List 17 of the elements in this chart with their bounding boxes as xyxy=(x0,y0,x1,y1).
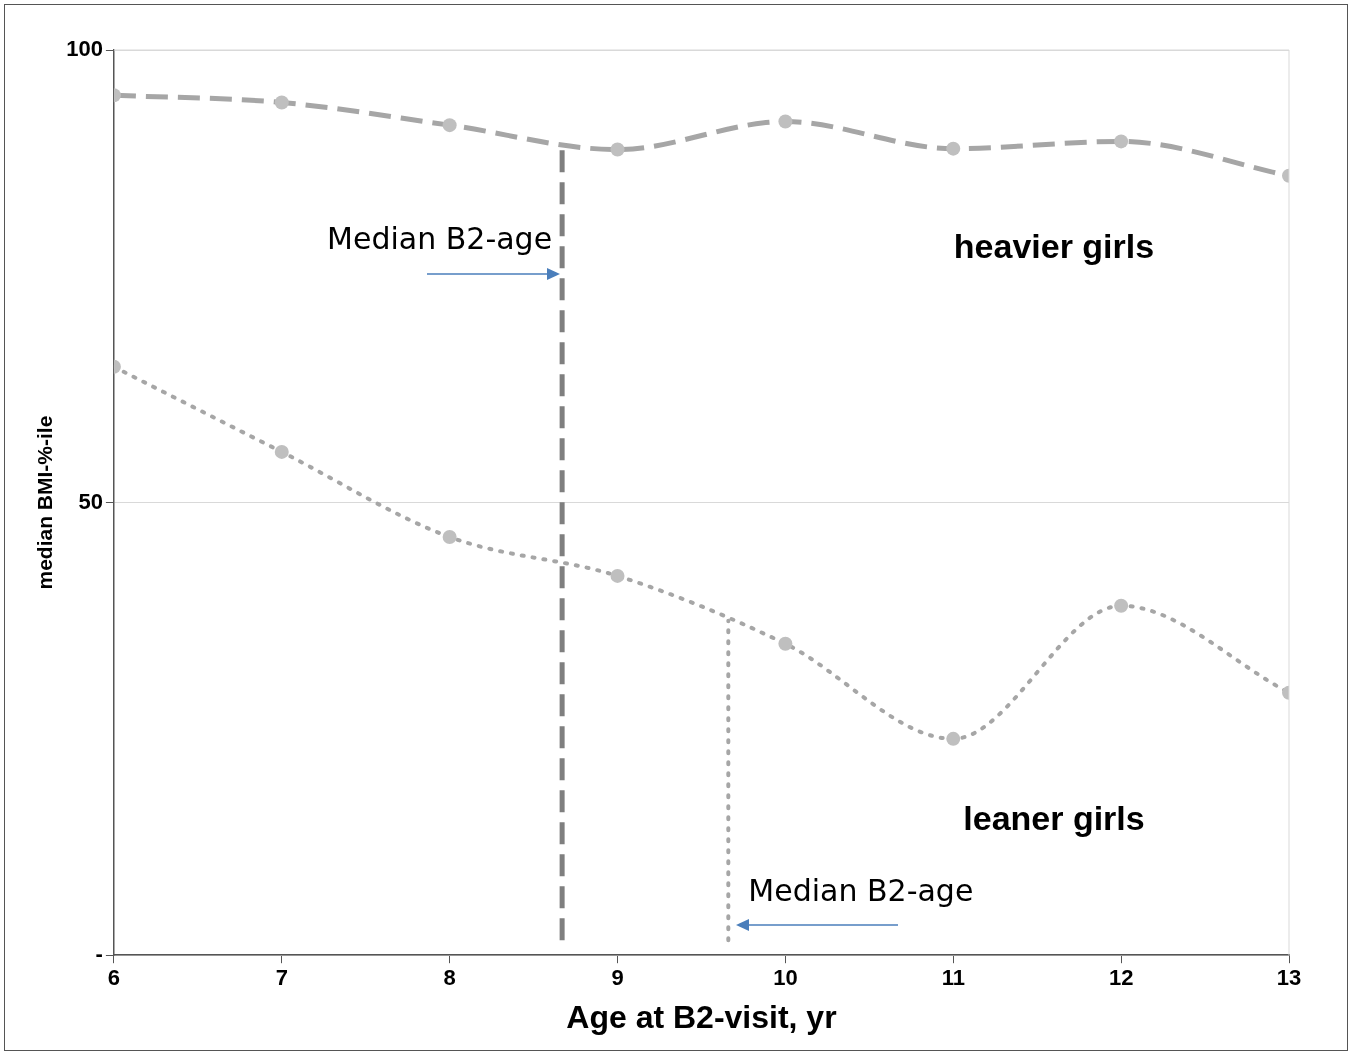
x-tick-label: 9 xyxy=(611,965,624,991)
x-tick-label: 6 xyxy=(107,965,121,991)
text: heavier girls xyxy=(953,226,1155,265)
x-tick-label: 8 xyxy=(443,965,456,991)
x-tick-label: 11 xyxy=(941,965,965,991)
x-axis-title: Age at B2-visit, yr xyxy=(566,998,837,1035)
x-tick-label: 10 xyxy=(773,965,798,991)
ref-line-label: Median B2-age xyxy=(327,221,553,257)
y-tick-label: 50 xyxy=(78,488,103,514)
ref-line-label: Median B2-age xyxy=(748,873,974,908)
series-label: leaner girls xyxy=(963,798,1145,837)
x-tick-label: 12 xyxy=(1108,965,1134,991)
y-tick-label: 100 xyxy=(66,36,103,62)
y-tick-label: - xyxy=(95,941,103,967)
x-tick-label: 7 xyxy=(275,965,288,991)
y-axis-title: median BMI-%-ile xyxy=(33,415,57,590)
x-tick-label: 13 xyxy=(1276,965,1302,991)
